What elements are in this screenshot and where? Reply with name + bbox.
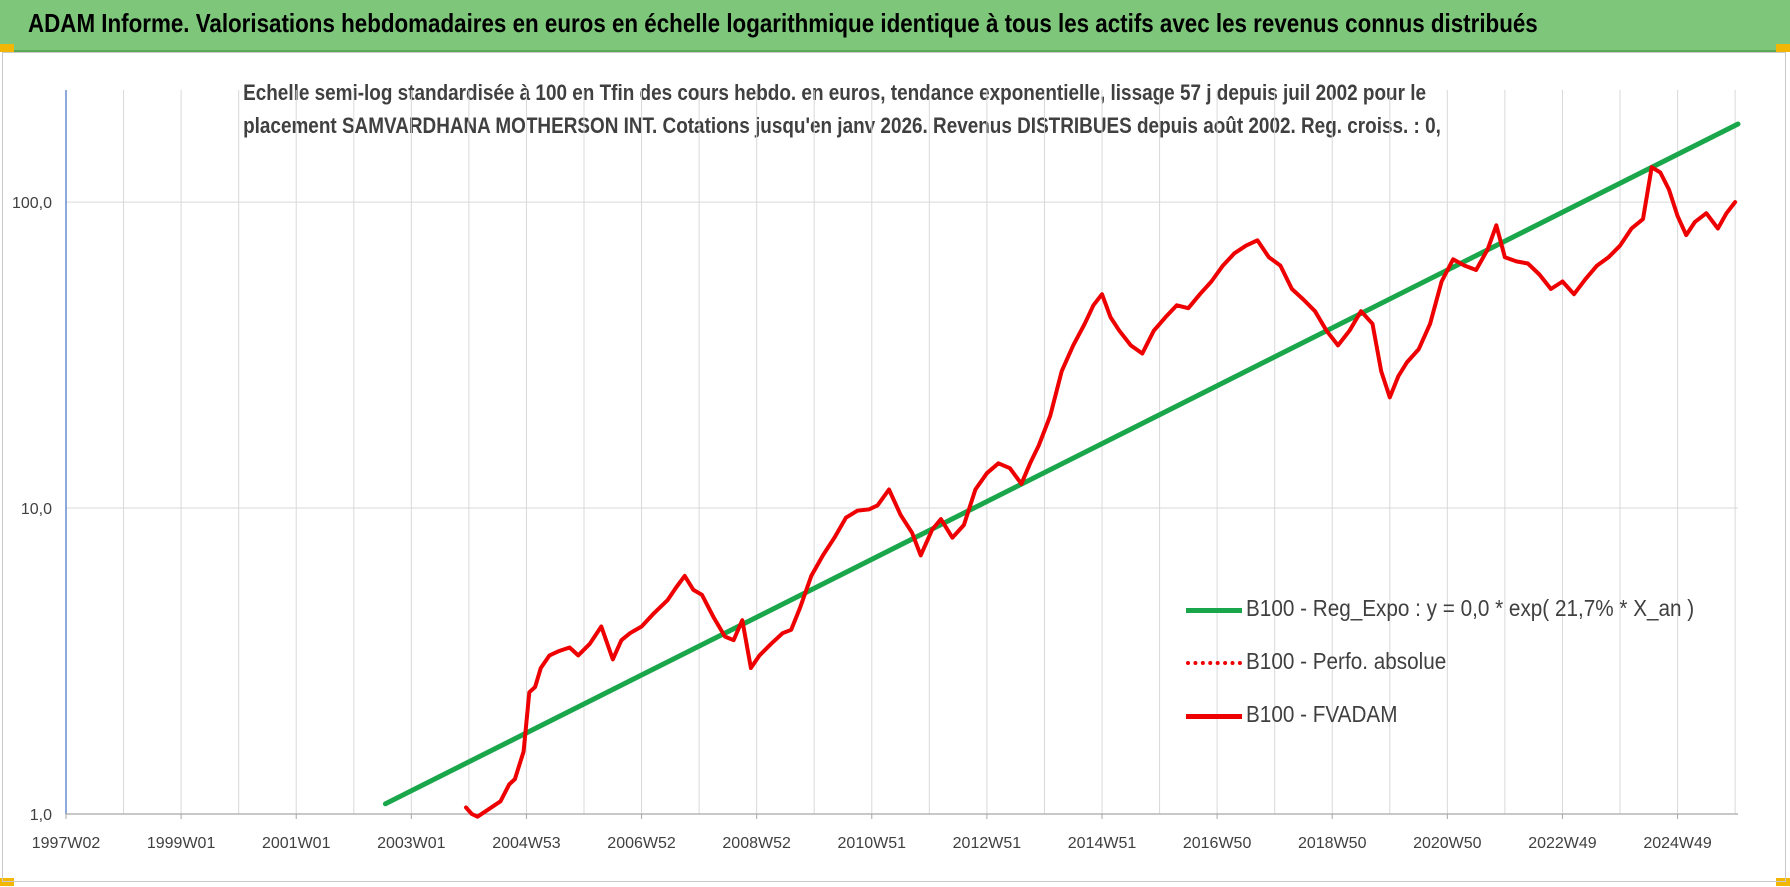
x-tick-label: 2004W53 [492, 835, 561, 852]
x-tick-label: 2022W49 [1528, 835, 1597, 852]
x-tick-label: 1999W01 [147, 835, 216, 852]
x-tick-label: 2018W50 [1298, 835, 1367, 852]
header-title: ADAM Informe. Valorisations hebdomadaire… [28, 8, 1538, 38]
header-bar: ADAM Informe. Valorisations hebdomadaire… [0, 0, 1790, 52]
legend-label-fvadam: B100 - FVADAM [1246, 701, 1398, 727]
chart-title-line-1: Echelle semi-log standardisée à 100 en T… [243, 80, 1426, 105]
y-tick-label: 100,0 [12, 195, 52, 212]
legend-swatch-perfo [1186, 661, 1242, 665]
x-tick-label: 2006W52 [607, 835, 676, 852]
corner-marker [0, 44, 14, 52]
axes [65, 90, 1738, 819]
series-line-fvadam [464, 165, 1738, 819]
legend-item-regression: B100 - Reg_Expo : y = 0,0 * exp( 21,7% *… [1186, 586, 1706, 639]
x-tick-label: 2012W51 [953, 835, 1022, 852]
tick-labels: 1,0 10,0 100,0 1997W02 1999W01 2001W01 2003W01… [12, 195, 1712, 852]
x-tick-label: 2008W52 [722, 835, 791, 852]
x-tick-label: 2016W50 [1183, 835, 1252, 852]
legend-swatch-fvadam [1186, 714, 1242, 719]
legend-label-perfo: B100 - Perfo. absolue [1246, 648, 1447, 674]
x-tick-label: 2020W50 [1413, 835, 1482, 852]
legend-item-fvadam: B100 - FVADAM [1186, 692, 1706, 745]
legend: B100 - Reg_Expo : y = 0,0 * exp( 21,7% *… [1186, 586, 1706, 745]
y-tick-label: 1,0 [30, 807, 52, 824]
x-tick-label: 2001W01 [262, 835, 331, 852]
x-tick-label: 2014W51 [1068, 835, 1137, 852]
x-tick-label: 2010W51 [838, 835, 907, 852]
series-line-regression [382, 121, 1741, 807]
corner-marker [0, 878, 14, 886]
y-tick-label: 10,0 [21, 501, 52, 518]
chart-area [2, 52, 1786, 882]
legend-label-regression: B100 - Reg_Expo : y = 0,0 * exp( 21,7% *… [1246, 595, 1695, 621]
corner-marker [1776, 878, 1790, 886]
grid [65, 90, 1738, 815]
series-layer [382, 121, 1741, 819]
chart-title: Echelle semi-log standardisée à 100 en T… [150, 76, 1480, 142]
chart-title-line-2: placement SAMVARDHANA MOTHERSON INT. Cot… [243, 113, 1441, 138]
legend-swatch-regression [1186, 608, 1242, 613]
legend-item-perfo: B100 - Perfo. absolue [1186, 639, 1706, 692]
corner-marker [1776, 44, 1790, 52]
x-tick-label: 2003W01 [377, 835, 446, 852]
x-tick-label: 1997W02 [32, 835, 101, 852]
x-tick-label: 2024W49 [1643, 835, 1712, 852]
